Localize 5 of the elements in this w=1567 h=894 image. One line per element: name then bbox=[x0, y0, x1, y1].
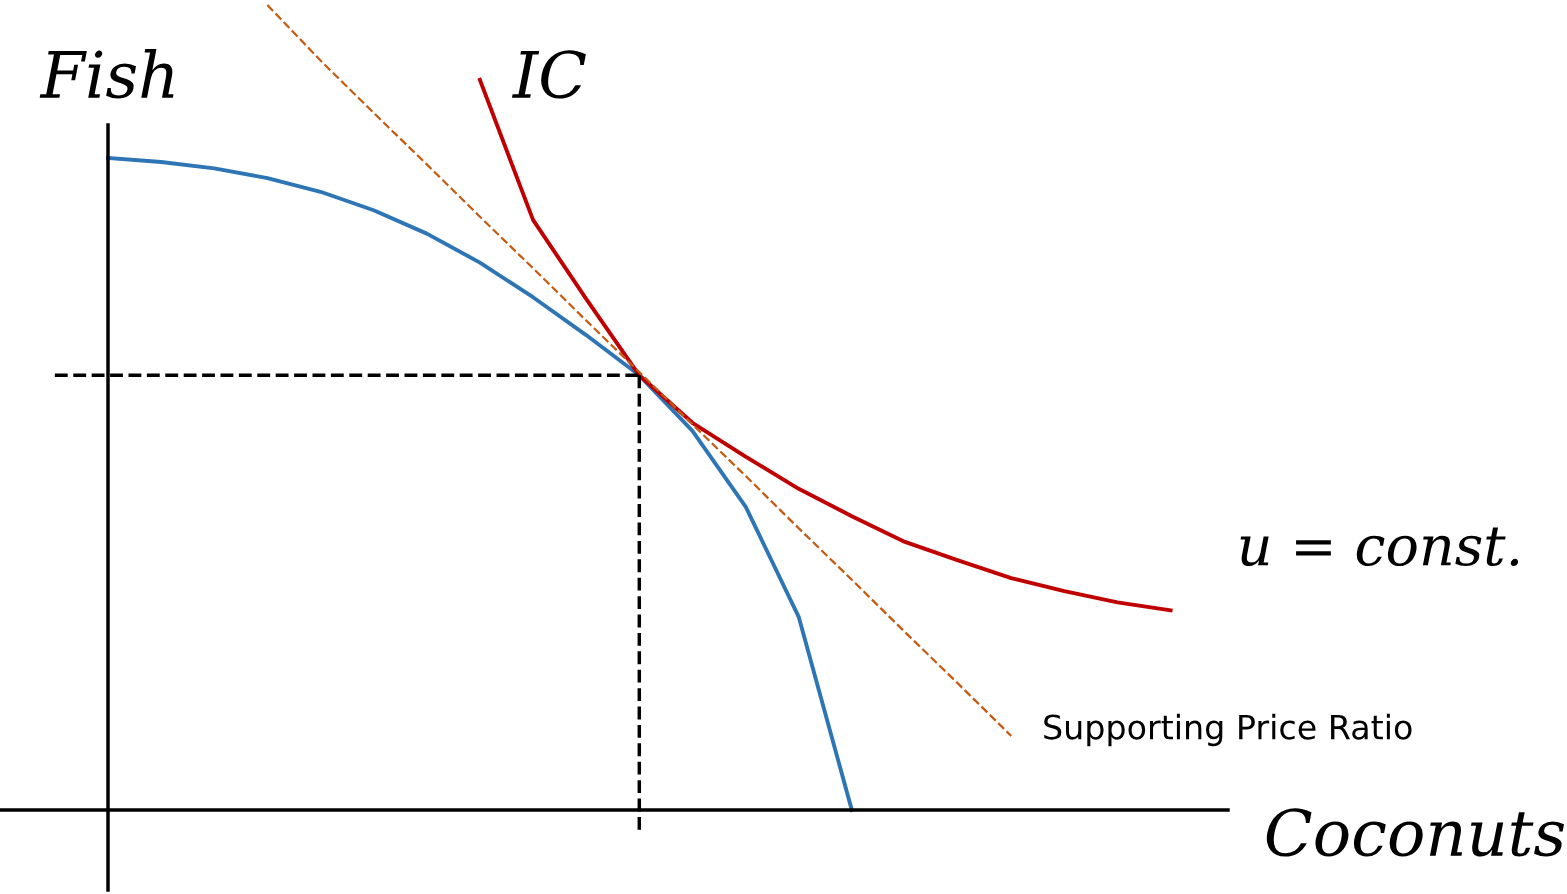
text: u = const. bbox=[1240, 527, 1519, 567]
y-axis-title: Fish bbox=[39, 49, 174, 99]
series-label: IC bbox=[511, 50, 586, 99]
series-label: Supporting Price Ratio bbox=[1044, 713, 1412, 747]
x-axis-title: Coconuts bbox=[1266, 808, 1564, 857]
